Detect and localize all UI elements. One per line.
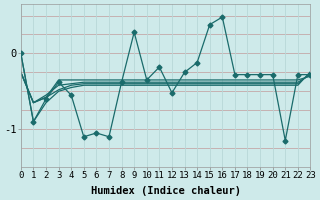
X-axis label: Humidex (Indice chaleur): Humidex (Indice chaleur) bbox=[91, 186, 241, 196]
